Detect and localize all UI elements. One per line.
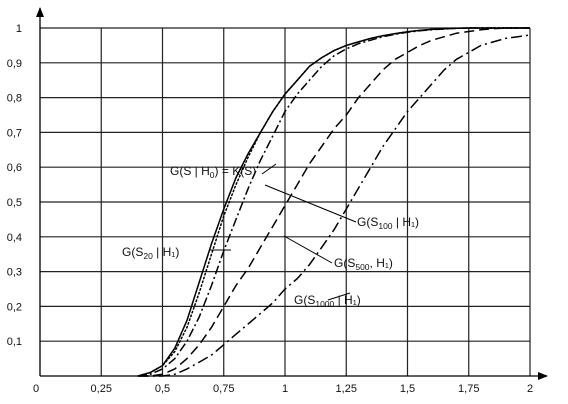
series-line-4 bbox=[138, 34, 531, 377]
x-tick-label: 1 bbox=[282, 383, 288, 395]
tick-labels: 0 0,25 0,5 0,75 1 1,25 1,5 1,75 2 0,1 0,2 0,3 0,4 0,… bbox=[7, 23, 533, 395]
y-tick-label: 0,2 bbox=[7, 301, 22, 313]
x-tick-label: 0,75 bbox=[213, 383, 234, 395]
x-tick-label: 2 bbox=[527, 383, 533, 395]
annotation-s500: G(S500, H₁) bbox=[334, 256, 393, 272]
y-tick-label: 0,6 bbox=[7, 162, 22, 174]
axes bbox=[36, 7, 548, 380]
origin-label: 0 bbox=[33, 383, 39, 395]
leader-s1000 bbox=[327, 292, 351, 301]
y-tick-label: 0,4 bbox=[7, 232, 22, 244]
x-tick-label: 0,5 bbox=[155, 383, 170, 395]
series-line-3 bbox=[138, 27, 530, 377]
x-tick-label: 1,75 bbox=[458, 383, 479, 395]
y-tick-label: 0,3 bbox=[7, 267, 22, 279]
annotation-s20: G(S20 | H₁) bbox=[122, 245, 179, 261]
y-tick-label: 1 bbox=[16, 23, 22, 35]
grid bbox=[40, 27, 531, 376]
x-tick-label: 1,25 bbox=[336, 383, 357, 395]
y-tick-label: 0,1 bbox=[7, 336, 22, 348]
series-line-2 bbox=[137, 27, 530, 377]
annotations: G(S | H0) = K(S) G(S100 | H₁) G(S500, H₁) G… bbox=[122, 164, 419, 309]
series bbox=[137, 27, 531, 377]
annotation-s100: G(S100 | H₁) bbox=[357, 215, 419, 231]
y-tick-label: 0,7 bbox=[7, 127, 22, 139]
leader-s500 bbox=[283, 235, 333, 264]
annotation-s1000: G(S1000 | H₁) bbox=[294, 293, 361, 309]
x-tick-label: 1,5 bbox=[400, 383, 415, 395]
leader-s0 bbox=[261, 163, 277, 175]
y-tick-label: 0,8 bbox=[7, 93, 22, 105]
leader-s100 bbox=[264, 184, 357, 223]
series-line-1 bbox=[137, 27, 531, 377]
y-tick-label: 0,5 bbox=[7, 197, 22, 209]
annotation-leaders bbox=[210, 163, 357, 301]
annotation-s0: G(S | H0) = K(S) bbox=[170, 164, 256, 180]
x-tick-label: 0,25 bbox=[91, 383, 112, 395]
y-tick-label: 0,9 bbox=[7, 58, 22, 70]
